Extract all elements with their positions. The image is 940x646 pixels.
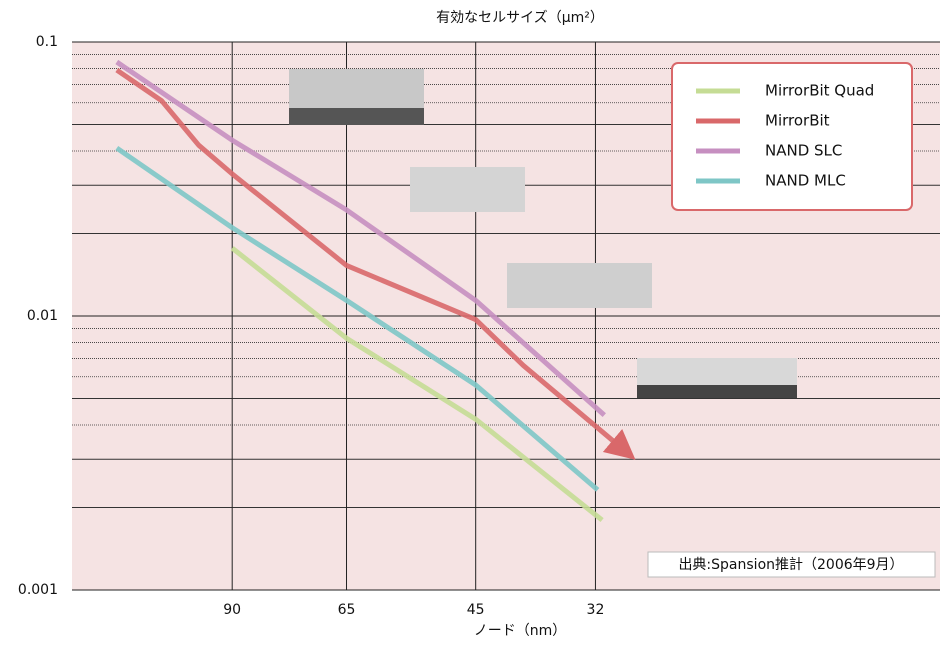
x-tick-label: 90 xyxy=(223,602,241,618)
x-tick-label: 32 xyxy=(587,602,605,618)
source-note: 出典:Spansion推計（2006年9月） xyxy=(678,557,903,573)
legend-label: NAND SLC xyxy=(765,142,842,160)
legend-label: NAND MLC xyxy=(765,172,846,190)
x-tick-label: 45 xyxy=(467,602,485,618)
cell-image xyxy=(637,385,797,398)
cell-image xyxy=(507,263,652,308)
legend-label: MirrorBit xyxy=(765,112,830,130)
page: {"chart_data": {"type": "line", "title":… xyxy=(0,0,940,646)
chart-title: 有効なセルサイズ（μm²） xyxy=(436,10,604,26)
x-tick-label: 65 xyxy=(338,602,356,618)
cell-image xyxy=(289,108,424,125)
legend-label: MirrorBit Quad xyxy=(765,82,874,100)
chart: 有効なセルサイズ（μm²） ノード（nm） MirrorBit Quad Mirr… xyxy=(0,0,940,642)
y-tick-label: 0.01 xyxy=(27,308,58,324)
y-tick-label: 0.1 xyxy=(36,34,58,50)
x-axis-label: ノード（nm） xyxy=(474,623,567,639)
y-tick-label: 0.001 xyxy=(18,582,58,598)
cell-image xyxy=(410,167,525,212)
